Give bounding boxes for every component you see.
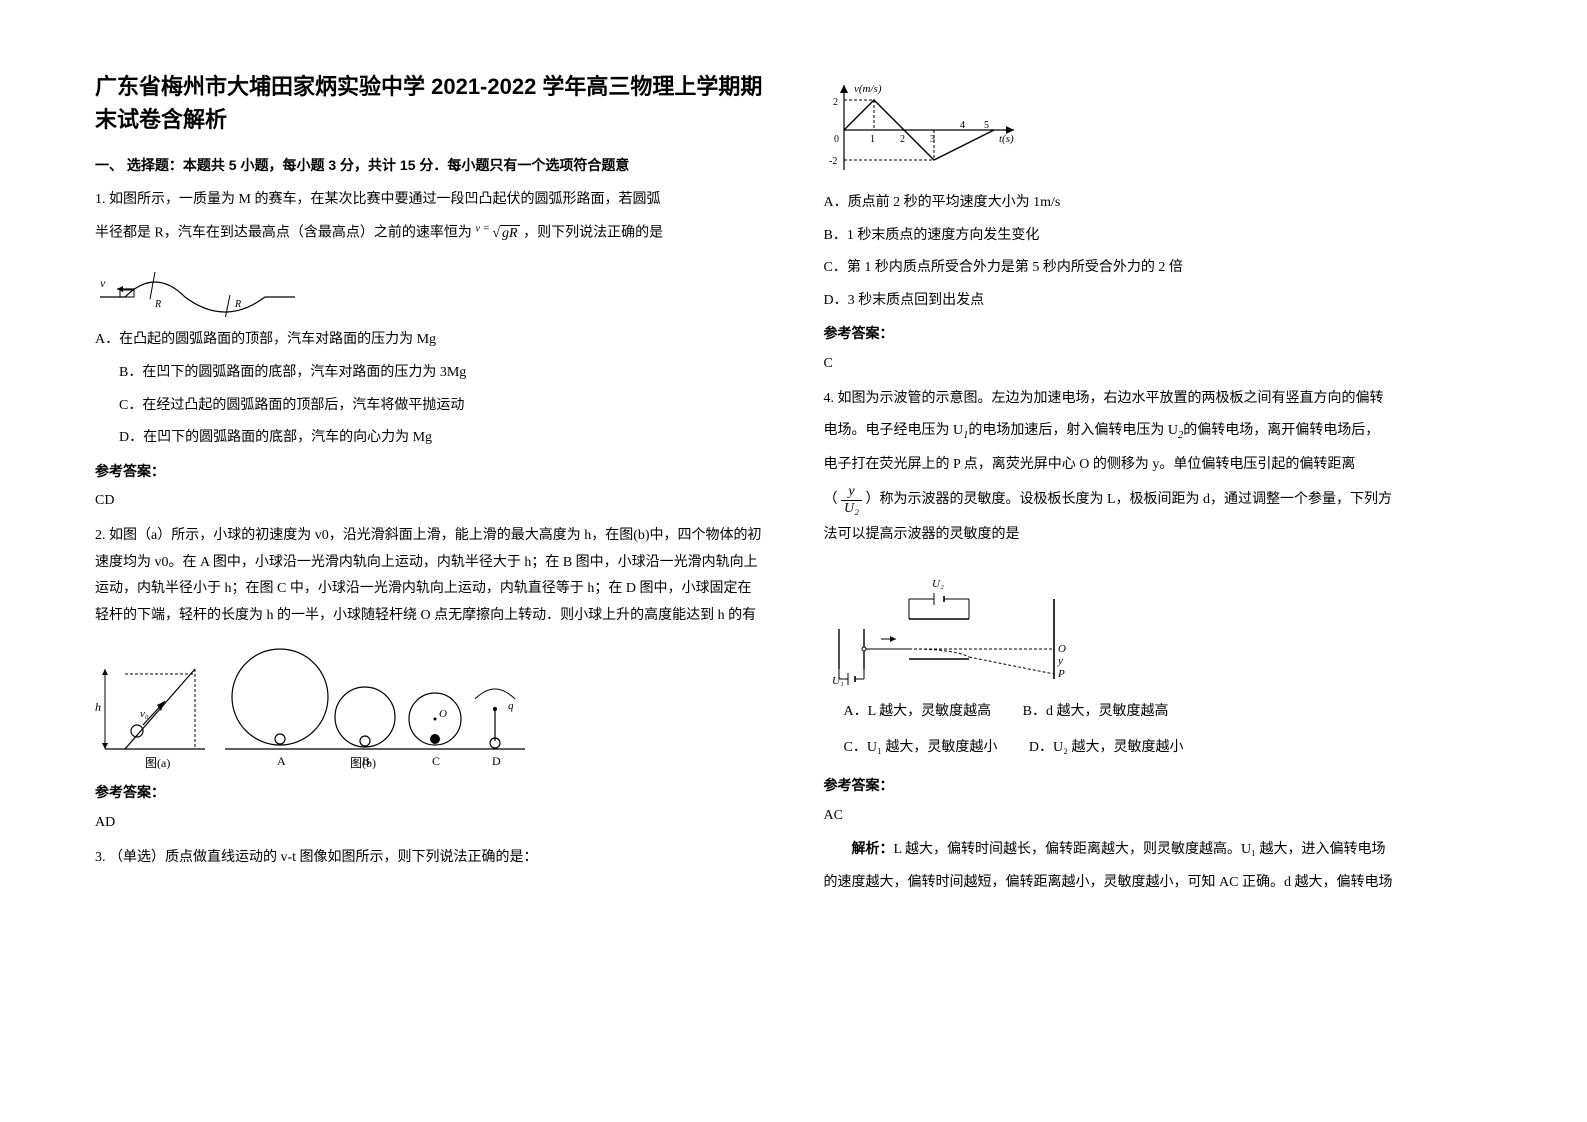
svg-text:1: 1 [870,134,875,145]
svg-text:O: O [439,708,447,720]
question-4-l2: 电场。电子经电压为 U1的电场加速后，射入偏转电压为 U2的偏转电场，离开偏转电… [824,418,1493,446]
question-4-l5: 法可以提高示波器的灵敏度的是 [824,522,1493,549]
svg-text:2: 2 [833,97,838,108]
svg-text:图(b): 图(b) [350,756,376,769]
q4-explanation: 解析：L 越大，偏转时间越长，偏转距离越大，则灵敏度越高。U₁ 越大，进入偏转电… [824,837,1493,864]
svg-text:5: 5 [984,120,989,131]
left-column: 广东省梅州市大埔田家炳实验中学 2021-2022 学年高三物理上学期期末试卷含… [95,70,764,1052]
svg-text:D: D [492,754,501,768]
q4-option-d: D．U₂ 越大，灵敏度越小 [1029,735,1184,762]
svg-text:v(m/s): v(m/s) [854,83,882,95]
svg-text:v: v [100,276,106,290]
q4-options-2: C．U₁ 越大，灵敏度越小 D．U₂ 越大，灵敏度越小 [844,735,1493,762]
q1-stem-c: ，则下列说法正确的是 [523,226,663,241]
q2-answer: AD [95,810,764,837]
question-4: 4. 如图为示波管的示意图。左边为加速电场，右边水平放置的两极板之间有竖直方向的… [824,386,1493,413]
q4-figure: U₁ U₂ O y P [824,559,1493,689]
question-2: 2. 如图（a）所示，小球的初速度为 v0，沿光滑斜面上滑，能上滑的最大高度为 … [95,523,764,629]
question-4-l4: （ y U₂ ）称为示波器的灵敏度。设极板长度为 L，极板间距为 d，通过调整一… [824,484,1493,516]
q4-answer: AC [824,803,1493,830]
svg-text:4: 4 [960,120,965,131]
q1-answer: CD [95,488,764,515]
q4-a: 4. 如图为示波管的示意图。左边为加速电场，右边水平放置的两极板之间有竖直方向的… [824,391,1384,406]
q1-stem-a: 1. 如图所示，一质量为 M 的赛车，在某次比赛中要通过一段凹凸起伏的圆弧形路面… [95,192,660,207]
svg-text:y: y [1057,655,1063,667]
question-3: 3. （单选）质点做直线运动的 v-t 图像如图所示，则下列说法正确的是： [95,845,764,872]
svg-text:O: O [1058,643,1066,655]
svg-text:U₂: U₂ [932,578,944,590]
svg-text:U₁: U₁ [832,675,844,687]
q1-option-a: A．在凸起的圆弧路面的顶部，汽车对路面的压力为 Mg [95,327,764,354]
svg-text:A: A [277,754,286,768]
svg-text:q: q [508,700,514,712]
q1-answer-label: 参考答案： [95,458,764,485]
q4-option-a: A．L 越大，灵敏度越高 [844,699,992,726]
q1-formula: v = gR [475,226,523,241]
q4-option-b: B．d 越大，灵敏度越高 [1023,699,1169,726]
svg-text:t(s): t(s) [999,133,1014,145]
q4-explanation-2: 的速度越大，偏转时间越短，偏转距离越小，灵敏度越小，可知 AC 正确。d 越大，… [824,870,1493,897]
q1-figure: R R v [95,257,764,317]
svg-text:-2: -2 [829,156,837,167]
question-1: 1. 如图所示，一质量为 M 的赛车，在某次比赛中要通过一段凹凸起伏的圆弧形路面… [95,187,764,214]
svg-text:R: R [234,299,241,310]
q4-fraction: y U₂ [841,484,862,516]
question-1-line2: 半径都是 R，汽车在到达最高点（含最高点）之前的速率恒为 v = gR ，则下列… [95,219,764,247]
q3-option-a: A．质点前 2 秒的平均速度大小为 1m/s [824,190,1493,217]
q4-answer-label: 参考答案： [824,772,1493,799]
q4-option-c: C．U₁ 越大，灵敏度越小 [844,735,998,762]
svg-text:2: 2 [900,134,905,145]
q3-option-d: D．3 秒末质点回到出发点 [824,288,1493,315]
q2-figure: h v₀ 图(a) A B O C q [95,639,764,769]
svg-text:P: P [1057,668,1065,680]
q1-option-c: C．在经过凸起的圆弧路面的顶部后，汽车将做平抛运动 [119,393,764,420]
q4-options-1: A．L 越大，灵敏度越高 B．d 越大，灵敏度越高 [844,699,1493,726]
exam-title: 广东省梅州市大埔田家炳实验中学 2021-2022 学年高三物理上学期期末试卷含… [95,70,764,136]
svg-text:R: R [154,299,161,310]
q1-stem-b: 半径都是 R，汽车在到达最高点（含最高点）之前的速率恒为 [95,226,472,241]
q3-figure: v(m/s) t(s) 2 -2 0 1 2 3 4 5 [824,80,1493,180]
question-4-l3: 电子打在荧光屏上的 P 点，离荧光屏中心 O 的侧移为 y。单位偏转电压引起的偏… [824,452,1493,479]
q3-option-c: C．第 1 秒内质点所受合外力是第 5 秒内所受合外力的 2 倍 [824,255,1493,282]
svg-text:C: C [432,754,440,768]
q1-option-b: B．在凹下的圆弧路面的底部，汽车对路面的压力为 3Mg [119,360,764,387]
right-column: v(m/s) t(s) 2 -2 0 1 2 3 4 5 A．质点前 2 秒的平… [824,70,1493,1052]
q2-answer-label: 参考答案： [95,779,764,806]
svg-text:0: 0 [834,134,839,145]
q4-expl-label: 解析： [852,842,894,857]
svg-text:v₀: v₀ [140,708,149,720]
q3-answer: C [824,351,1493,378]
q3-option-b: B．1 秒末质点的速度方向发生变化 [824,223,1493,250]
q1-option-d: D．在凹下的圆弧路面的底部，汽车的向心力为 Mg [119,425,764,452]
section-1-header: 一、 选择题：本题共 5 小题，每小题 3 分，共计 15 分．每小题只有一个选… [95,152,764,179]
q3-answer-label: 参考答案： [824,320,1493,347]
svg-text:h: h [95,700,101,714]
svg-text:图(a): 图(a) [145,756,170,769]
